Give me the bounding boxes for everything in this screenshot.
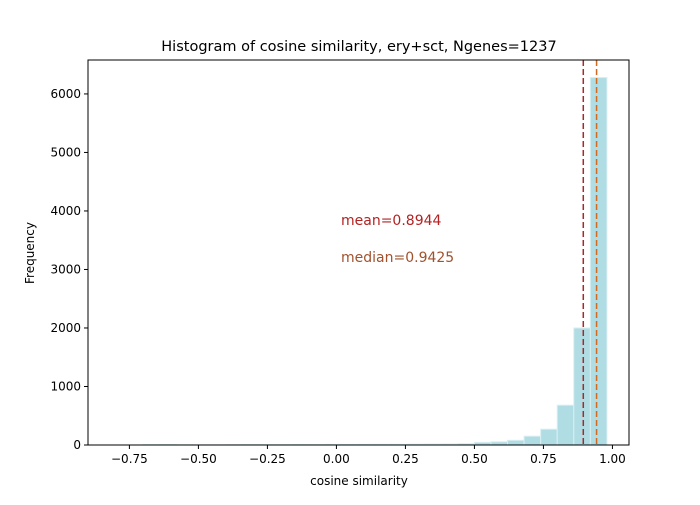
y-tick-label: 4000 (50, 204, 81, 218)
x-tick-label: −0.25 (249, 452, 286, 466)
x-tick-label: −0.75 (111, 452, 148, 466)
annotations: mean=0.8944 median=0.9425 (341, 213, 454, 266)
median-annotation: median=0.9425 (341, 250, 454, 266)
mean-annotation: mean=0.8944 (341, 213, 442, 229)
histogram-bar-25 (557, 405, 574, 445)
y-axis-label: Frequency (23, 222, 37, 284)
x-tick-label: 0.50 (461, 452, 488, 466)
x-tick-label: −0.50 (180, 452, 217, 466)
histogram-bar-27 (590, 78, 607, 445)
x-tick-label: 0.75 (530, 452, 557, 466)
chart-title: Histogram of cosine similarity, ery+sct,… (161, 39, 556, 55)
y-axis: 0 1000 2000 3000 4000 5000 6000 (50, 87, 88, 452)
x-tick-label: 0.25 (392, 452, 419, 466)
y-tick-label: 2000 (50, 321, 81, 335)
x-axis-label: cosine similarity (310, 474, 408, 488)
y-tick-label: 3000 (50, 262, 81, 276)
y-tick-label: 5000 (50, 145, 81, 159)
x-tick-label: 1.00 (599, 452, 626, 466)
histogram-bar-22 (508, 440, 525, 445)
histogram-bar-24 (541, 429, 558, 445)
x-tick-label: 0.00 (323, 452, 350, 466)
y-tick-label: 1000 (50, 379, 81, 393)
y-tick-label: 6000 (50, 87, 81, 101)
histogram-bar-23 (524, 436, 541, 445)
y-tick-label: 0 (73, 438, 81, 452)
x-axis: −0.75 −0.50 −0.25 0.00 0.25 0.50 0.75 1.00 (111, 445, 626, 466)
histogram-bar-26 (574, 328, 591, 445)
